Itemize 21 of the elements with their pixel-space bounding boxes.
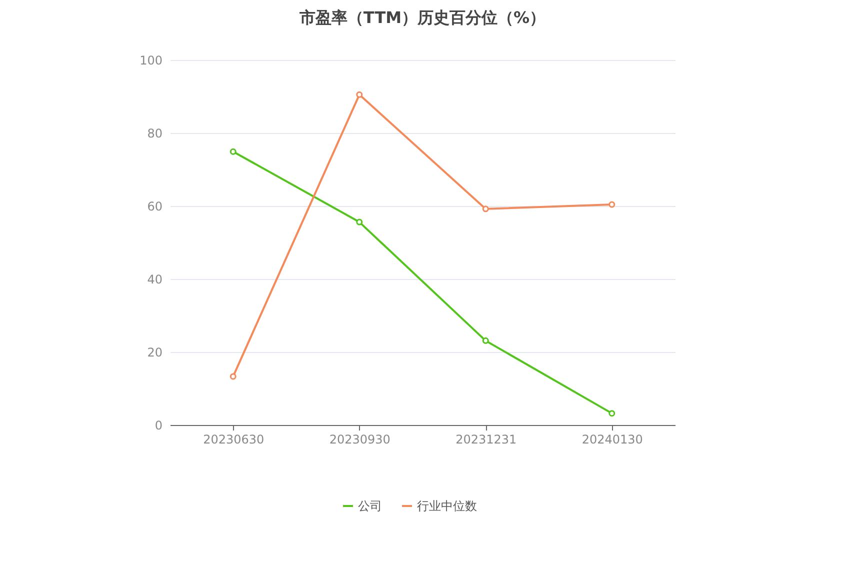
- y-tick-label: 20: [147, 346, 162, 360]
- legend-label: 行业中位数: [417, 499, 477, 513]
- y-tick-label: 100: [140, 54, 162, 68]
- point: [482, 337, 489, 344]
- x-tick-label: 20230630: [203, 432, 264, 446]
- x-tick-label: 20240130: [582, 432, 643, 446]
- point: [482, 206, 489, 212]
- y-tick-label: 80: [147, 126, 162, 140]
- chart-title: 市盈率（TTM）历史百分位（%）: [298, 8, 546, 27]
- y-tick-label: 60: [147, 200, 162, 214]
- y-tick-label: 0: [154, 418, 162, 432]
- point: [230, 373, 236, 380]
- point: [230, 148, 236, 155]
- x-tick-label: 20230930: [329, 432, 390, 446]
- point: [356, 91, 363, 98]
- point: [356, 218, 363, 226]
- point: [608, 201, 616, 208]
- legend-label: 公司: [358, 499, 382, 513]
- y-tick-label: 40: [147, 272, 162, 286]
- point: [608, 410, 616, 417]
- x-tick-label: 20231231: [456, 432, 517, 446]
